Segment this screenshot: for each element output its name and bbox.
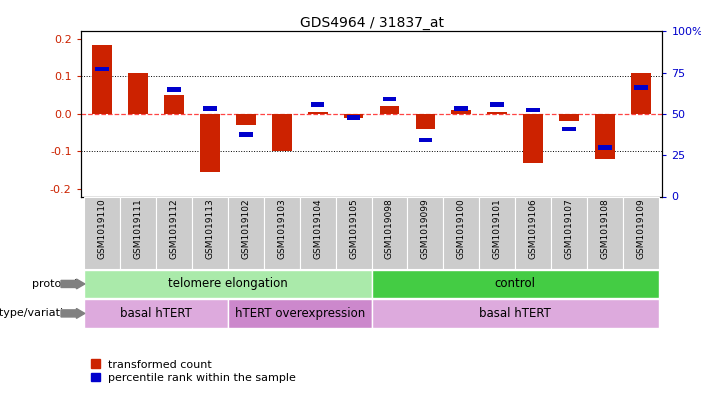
Bar — [380, 107, 400, 114]
Bar — [416, 114, 435, 129]
Bar — [264, 196, 300, 269]
Text: genotype/variation: genotype/variation — [0, 309, 77, 318]
Text: GSM1019108: GSM1019108 — [601, 199, 609, 259]
Bar — [443, 196, 479, 269]
Text: GSM1019098: GSM1019098 — [385, 199, 394, 259]
Bar — [491, 102, 504, 107]
Bar — [595, 114, 615, 159]
Bar — [272, 114, 292, 151]
Text: basal hTERT: basal hTERT — [479, 307, 551, 320]
Bar — [487, 112, 507, 114]
Bar — [95, 67, 109, 71]
Bar — [343, 114, 363, 118]
Text: GSM1019105: GSM1019105 — [349, 199, 358, 259]
Bar — [562, 127, 576, 131]
Bar — [523, 114, 543, 163]
Bar — [84, 299, 228, 328]
Bar — [228, 299, 372, 328]
Bar — [84, 196, 120, 269]
Text: GSM1019100: GSM1019100 — [457, 199, 466, 259]
Bar — [551, 196, 587, 269]
Bar — [418, 138, 433, 143]
Bar — [526, 108, 540, 112]
Bar — [347, 116, 360, 120]
Bar — [120, 196, 156, 269]
Bar — [84, 270, 372, 298]
Text: GSM1019112: GSM1019112 — [170, 199, 179, 259]
Bar — [336, 196, 372, 269]
Bar — [451, 110, 471, 114]
Bar — [311, 102, 325, 107]
Text: GSM1019109: GSM1019109 — [637, 199, 646, 259]
Bar — [598, 145, 612, 150]
Bar — [634, 85, 648, 90]
Text: GSM1019107: GSM1019107 — [564, 199, 573, 259]
Text: GSM1019103: GSM1019103 — [277, 199, 286, 259]
Bar — [128, 73, 148, 114]
Bar — [372, 299, 659, 328]
Bar — [236, 114, 256, 125]
Text: control: control — [495, 277, 536, 290]
Text: GSM1019110: GSM1019110 — [97, 199, 107, 259]
Text: GSM1019102: GSM1019102 — [241, 199, 250, 259]
Bar — [203, 106, 217, 110]
Bar — [192, 196, 228, 269]
Bar — [623, 196, 659, 269]
Bar — [228, 196, 264, 269]
Bar — [372, 196, 407, 269]
Bar — [515, 196, 551, 269]
Bar — [239, 132, 252, 137]
Text: GSM1019106: GSM1019106 — [529, 199, 538, 259]
Bar — [300, 196, 336, 269]
Bar — [587, 196, 623, 269]
Bar — [156, 196, 192, 269]
Bar — [372, 270, 659, 298]
Text: protocol: protocol — [32, 279, 77, 289]
Bar — [479, 196, 515, 269]
Bar — [454, 106, 468, 110]
Bar — [200, 114, 220, 172]
Bar — [383, 97, 396, 101]
Text: telomere elongation: telomere elongation — [168, 277, 287, 290]
Bar — [164, 95, 184, 114]
Text: GSM1019113: GSM1019113 — [205, 199, 215, 259]
Bar — [631, 73, 651, 114]
Title: GDS4964 / 31837_at: GDS4964 / 31837_at — [299, 17, 444, 30]
Bar — [559, 114, 579, 121]
Text: GSM1019099: GSM1019099 — [421, 199, 430, 259]
Bar — [407, 196, 443, 269]
Bar — [167, 87, 181, 92]
Legend: transformed count, percentile rank within the sample: transformed count, percentile rank withi… — [86, 355, 301, 387]
Text: hTERT overexpression: hTERT overexpression — [235, 307, 365, 320]
Text: GSM1019104: GSM1019104 — [313, 199, 322, 259]
Text: GSM1019111: GSM1019111 — [134, 199, 142, 259]
Bar — [93, 44, 112, 114]
Text: basal hTERT: basal hTERT — [120, 307, 192, 320]
Text: GSM1019101: GSM1019101 — [493, 199, 502, 259]
Bar — [308, 112, 327, 114]
